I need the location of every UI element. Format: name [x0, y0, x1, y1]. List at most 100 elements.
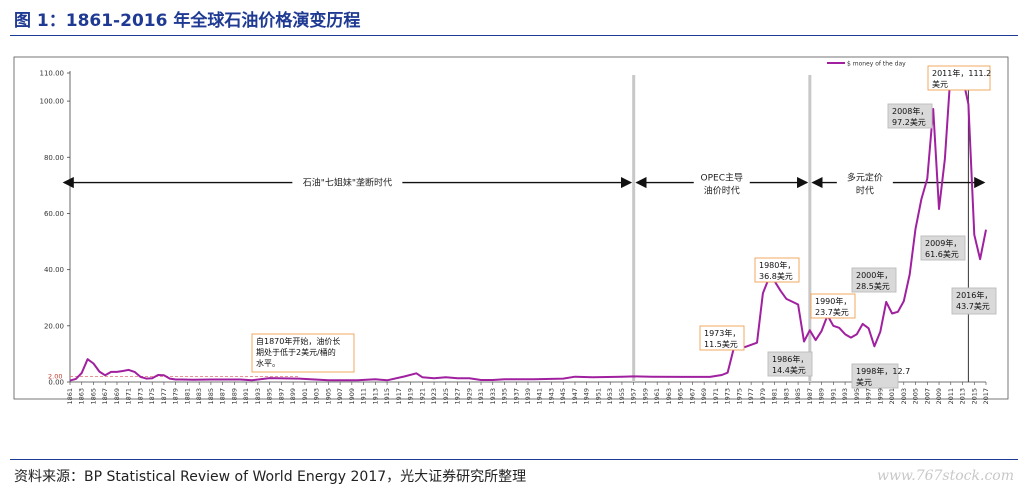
x-tick-label: 1873	[136, 388, 144, 405]
x-tick-label: 2011	[947, 388, 955, 405]
x-tick-label: 1935	[501, 388, 509, 405]
x-tick-label: 1947	[571, 388, 579, 405]
annotation-box	[951, 287, 997, 315]
x-tick-label: 1921	[418, 388, 426, 405]
x-tick-label: 1963	[665, 388, 673, 405]
x-tick-label: 1973	[724, 388, 732, 405]
x-tick-label: 1879	[172, 388, 180, 405]
x-tick-label: 1889	[230, 388, 238, 405]
x-tick-label: 1881	[183, 388, 191, 405]
source-note: 资料来源：BP Statistical Review of World Ener…	[14, 469, 527, 485]
oil-price-chart: 0.00 20.00 40.00 60.00 80.00 100.00 110.00 186…	[13, 56, 1009, 405]
annotation-text: 水平。	[256, 358, 280, 368]
x-tick-label: 1925	[442, 388, 450, 405]
x-tick-label: 1989	[818, 388, 826, 405]
x-tick-label: 1995	[853, 388, 861, 405]
x-tick-label: 2009	[935, 388, 943, 405]
annotation-text: 97.2美元	[892, 117, 926, 127]
x-tick-label: 1865	[89, 388, 97, 405]
annotation-box	[851, 267, 897, 293]
annotation-text: 美元	[856, 377, 872, 387]
annotation-box	[920, 235, 966, 261]
y-tick-label: 100.00	[40, 98, 65, 106]
annotation-text: 28.5美元	[856, 281, 890, 291]
y-tick-label: 110.00	[40, 70, 65, 78]
annotation-text: 2009年，	[925, 238, 961, 248]
x-tick-label: 1861	[66, 388, 74, 405]
x-tick-label: 1929	[465, 388, 473, 405]
x-tick-label: 1937	[512, 388, 520, 405]
watermark: www.767stock.com	[876, 468, 1014, 484]
legend-label: $ money of the day	[847, 61, 906, 68]
x-tick-label: 1883	[195, 388, 203, 405]
annotation-text: 36.8美元	[759, 271, 793, 281]
annotation-text: 61.6美元	[925, 249, 959, 259]
x-tick-label: 1875	[148, 388, 156, 405]
x-tick-label: 1997	[865, 388, 873, 405]
x-tick-label: 1931	[477, 388, 485, 405]
x-tick-label: 1867	[101, 388, 109, 405]
x-tick-label: 1955	[618, 388, 626, 405]
x-tick-label: 2013	[959, 388, 967, 405]
plot-area: 2.00	[48, 67, 987, 382]
annotation-text: 1990年，	[815, 296, 851, 306]
x-tick-label: 1957	[630, 388, 638, 405]
y-tick-label: 40.00	[44, 266, 64, 274]
annotation-box	[767, 351, 813, 377]
annotation-text: 1973年，	[704, 328, 740, 338]
x-tick-label: 1893	[254, 388, 262, 405]
x-tick-label: 1907	[336, 388, 344, 405]
x-tick-label: 1993	[841, 388, 849, 405]
x-axis: 1861 1863 1865 1867 1869 1871 1873 1875 1877 1879…	[66, 381, 990, 405]
x-tick-label: 1971	[712, 388, 720, 405]
era-label: 油价时代	[704, 185, 740, 197]
y-tick-label: 80.00	[44, 154, 64, 162]
series-line-price	[69, 67, 987, 382]
x-tick-label: 1961	[653, 388, 661, 405]
era-label: 多元定价	[847, 172, 883, 184]
annotation-box	[251, 333, 355, 373]
x-tick-label: 1913	[371, 388, 379, 405]
annotation-text: 23.7美元	[815, 307, 849, 317]
x-tick-label: 1945	[559, 388, 567, 405]
x-tick-label: 1999	[876, 388, 884, 405]
x-tick-label: 1905	[324, 388, 332, 405]
y-tick-label: 60.00	[44, 210, 64, 218]
x-tick-label: 1927	[454, 388, 462, 405]
annotation-text: 期处于低于2美元/桶的	[256, 347, 336, 357]
x-tick-label: 1915	[383, 388, 391, 405]
x-tick-label: 1885	[207, 388, 215, 405]
x-tick-label: 1991	[829, 388, 837, 405]
x-tick-label: 1919	[407, 388, 415, 405]
x-tick-label: 2015	[970, 388, 978, 405]
annotation-text: 2008年，	[892, 106, 928, 116]
x-tick-label: 2001	[888, 388, 896, 405]
x-tick-label: 1981	[771, 388, 779, 405]
x-tick-label: 1943	[547, 388, 555, 405]
title-rule	[10, 35, 1018, 36]
annotation-text: 2016年，	[956, 290, 992, 300]
y-tick-label: 20.00	[44, 322, 64, 330]
x-tick-label: 1959	[641, 388, 649, 405]
annotation-text: 11.5美元	[704, 339, 738, 349]
page-title: 图 1：1861-2016 年全球石油价格演变历程	[14, 11, 361, 31]
annotation-text: 43.7美元	[956, 301, 990, 311]
x-tick-label: 1975	[735, 388, 743, 405]
x-tick-label: 1953	[606, 388, 614, 405]
x-tick-label: 1871	[125, 388, 133, 405]
chart-legend: $ money of the day	[827, 61, 906, 68]
x-tick-label: 1969	[700, 388, 708, 405]
x-tick-label: 1949	[583, 388, 591, 405]
x-tick-label: 1967	[688, 388, 696, 405]
x-tick-label: 1863	[78, 388, 86, 405]
era-label: 时代	[856, 185, 874, 197]
chart-frame	[13, 56, 1009, 400]
annotation-text: 美元	[932, 79, 948, 89]
x-tick-label: 1899	[289, 388, 297, 405]
x-tick-label: 1887	[219, 388, 227, 405]
footer-rule	[10, 459, 1018, 460]
annotation-text: 2000年，	[856, 270, 892, 280]
annotation-box	[810, 293, 856, 319]
